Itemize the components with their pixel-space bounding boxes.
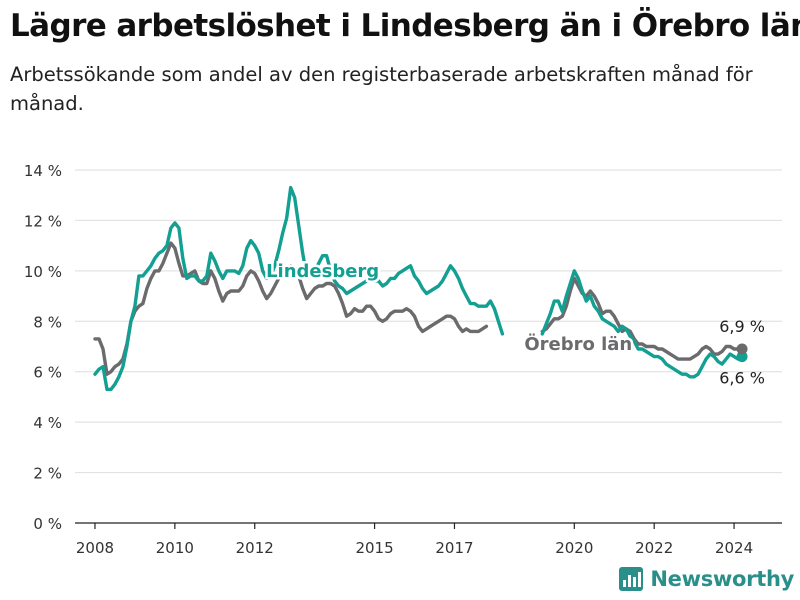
x-tick-label: 2012 [236,539,274,557]
x-tick-label: 2017 [435,539,473,557]
end-value-label-orebro: 6,9 % [719,317,765,336]
end-marker-orebro [736,343,748,355]
newsworthy-brand: Newsworthy [618,566,794,592]
chart-labels: 6,6 % 6,9 % Lindesberg Örebro län [264,258,765,388]
x-tick-label: 2008 [76,539,114,557]
y-tick-label: 12 % [24,212,62,230]
series-line-lindesberg [540,269,744,379]
y-tick-label: 10 % [24,263,62,281]
end-value-label-lindesberg: 6,6 % [719,369,765,388]
annotation-lindesberg: Lindesberg [266,261,379,282]
end-marker-lindesberg [736,351,748,363]
y-tick-label: 4 % [33,414,62,432]
x-tick-label: 2010 [156,539,194,557]
x-tick-label: 2015 [355,539,393,557]
chart-subtitle: Arbetssökande som andel av den registerb… [10,63,753,115]
chart-title: Lägre arbetslöshet i Lindesberg än i Öre… [10,8,800,44]
series-lines [93,185,744,392]
series-line-orebro [540,276,744,361]
series-line-orebro [93,241,489,376]
x-tick-label: 2024 [715,539,753,557]
x-tick-label: 2022 [635,539,673,557]
series-line-lindesberg [93,185,505,392]
y-tick-label: 2 % [33,465,62,483]
annotation-orebro-lan: Örebro län [524,333,632,355]
brand-name: Newsworthy [650,567,794,591]
y-axis: 0 % 2 % 4 % 6 % 8 % 10 % 12 % 14 % [24,162,62,533]
grid [75,169,782,524]
y-tick-label: 8 % [33,313,62,331]
bar-chart-icon [619,567,644,591]
x-tick-label: 2020 [555,539,593,557]
y-tick-label: 0 % [33,515,62,533]
x-axis: 2008 2010 2012 2015 2017 2020 2022 2024 [75,522,782,557]
y-tick-label: 14 % [24,162,62,180]
y-tick-label: 6 % [33,364,62,382]
